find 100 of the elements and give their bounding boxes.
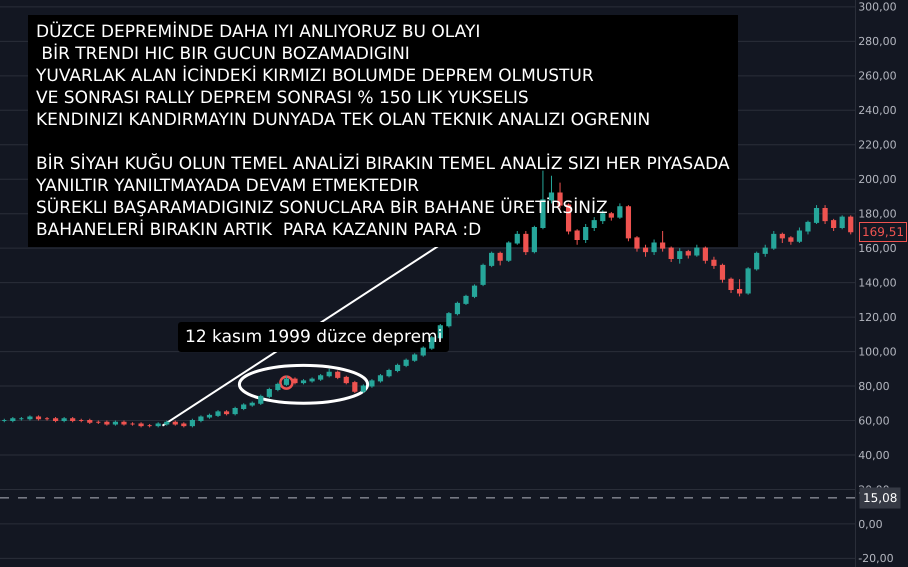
candlestick — [335, 370, 340, 380]
candlestick — [241, 402, 246, 411]
candlestick — [156, 422, 161, 428]
candlestick — [121, 420, 127, 426]
candlestick — [369, 378, 375, 388]
y-tick-label: 160,00 — [858, 242, 897, 256]
candlestick — [771, 230, 776, 250]
candlestick — [788, 236, 794, 246]
candlestick — [711, 256, 717, 270]
candlestick — [523, 230, 528, 256]
candlestick — [702, 246, 708, 264]
candlestick — [300, 378, 306, 385]
candlestick — [232, 406, 238, 416]
candlestick — [660, 230, 666, 252]
candlestick — [206, 413, 212, 420]
candlestick — [762, 244, 768, 258]
candlestick — [275, 382, 280, 392]
candlestick — [96, 420, 101, 424]
candlestick — [454, 301, 460, 316]
candlestick — [814, 204, 820, 225]
candlestick — [498, 251, 503, 266]
y-tick-label: 200,00 — [858, 173, 897, 186]
candlestick — [532, 225, 537, 254]
y-tick-label: 80,00 — [858, 380, 890, 393]
candlestick — [309, 376, 315, 384]
candlestick — [736, 278, 742, 297]
candlestick — [754, 251, 760, 272]
y-tick-label: 260,00 — [858, 70, 897, 83]
candlestick — [780, 232, 785, 244]
candlestick — [18, 416, 24, 422]
candlestick — [36, 414, 42, 422]
candlestick — [352, 380, 358, 394]
candlestick — [292, 376, 298, 385]
candlestick — [728, 276, 734, 294]
y-tick-label: 180,00 — [858, 208, 897, 221]
candlestick — [224, 410, 230, 416]
candlestick — [78, 418, 84, 423]
candlestick — [720, 263, 726, 284]
y-tick-label: -20,00 — [858, 552, 894, 566]
candlestick — [634, 236, 640, 252]
candlestick — [574, 228, 580, 246]
candlestick — [694, 244, 700, 258]
candlestick — [360, 384, 366, 394]
candlestick — [651, 239, 657, 256]
candlestick — [386, 368, 392, 378]
candlestick — [642, 244, 648, 258]
candlestick — [258, 394, 264, 406]
candlestick — [104, 420, 110, 426]
candlestick — [626, 204, 632, 242]
y-tick-label: 0,00 — [858, 518, 883, 531]
candlestick — [318, 373, 324, 382]
text: 169,51 — [862, 225, 904, 239]
candlestick — [404, 358, 409, 368]
candlestick — [10, 416, 16, 423]
candlestick — [420, 346, 426, 358]
candlestick — [746, 266, 751, 296]
candlestick — [130, 422, 136, 426]
candlestick — [412, 352, 418, 362]
candlestick — [284, 375, 290, 387]
candlestick — [446, 311, 452, 328]
candlestick — [796, 226, 802, 244]
y-tick-label: 100,00 — [858, 345, 897, 358]
candlestick — [2, 418, 7, 423]
y-tick-label: 280,00 — [858, 35, 897, 48]
candlestick — [44, 416, 50, 422]
y-tick-label: 300,00 — [858, 0, 897, 14]
candlestick — [326, 368, 332, 378]
candlestick — [164, 420, 170, 426]
candlestick — [480, 263, 486, 287]
candlestick — [70, 416, 76, 423]
candlestick — [190, 418, 195, 428]
candlestick — [506, 240, 512, 262]
candlestick — [677, 248, 682, 264]
y-tick-label: 60,00 — [858, 414, 890, 428]
candlestick — [686, 249, 691, 260]
candlestick — [344, 375, 349, 385]
candlestick — [147, 423, 152, 428]
candlestick — [181, 422, 186, 428]
candlestick — [27, 414, 33, 422]
candlestick — [514, 230, 520, 246]
candlestick — [617, 202, 622, 220]
candlestick — [592, 216, 597, 232]
candlestick — [489, 251, 494, 268]
ref-line-label: 15,08 — [863, 491, 898, 505]
candlestick — [394, 363, 400, 373]
candlestick — [583, 224, 588, 244]
candlestick — [463, 294, 469, 306]
candlestick — [668, 246, 674, 262]
candlestick — [215, 410, 221, 418]
candlestick — [805, 220, 811, 235]
candlestick — [831, 218, 836, 232]
candlestick — [138, 422, 144, 428]
candlestick — [472, 284, 478, 299]
y-tick-label: 40,00 — [858, 448, 890, 462]
candlestick — [112, 420, 118, 426]
candlestick — [266, 387, 272, 399]
candlestick — [608, 211, 614, 222]
candlestick — [198, 414, 204, 423]
candlestick — [848, 214, 854, 235]
candlestick — [172, 420, 178, 426]
